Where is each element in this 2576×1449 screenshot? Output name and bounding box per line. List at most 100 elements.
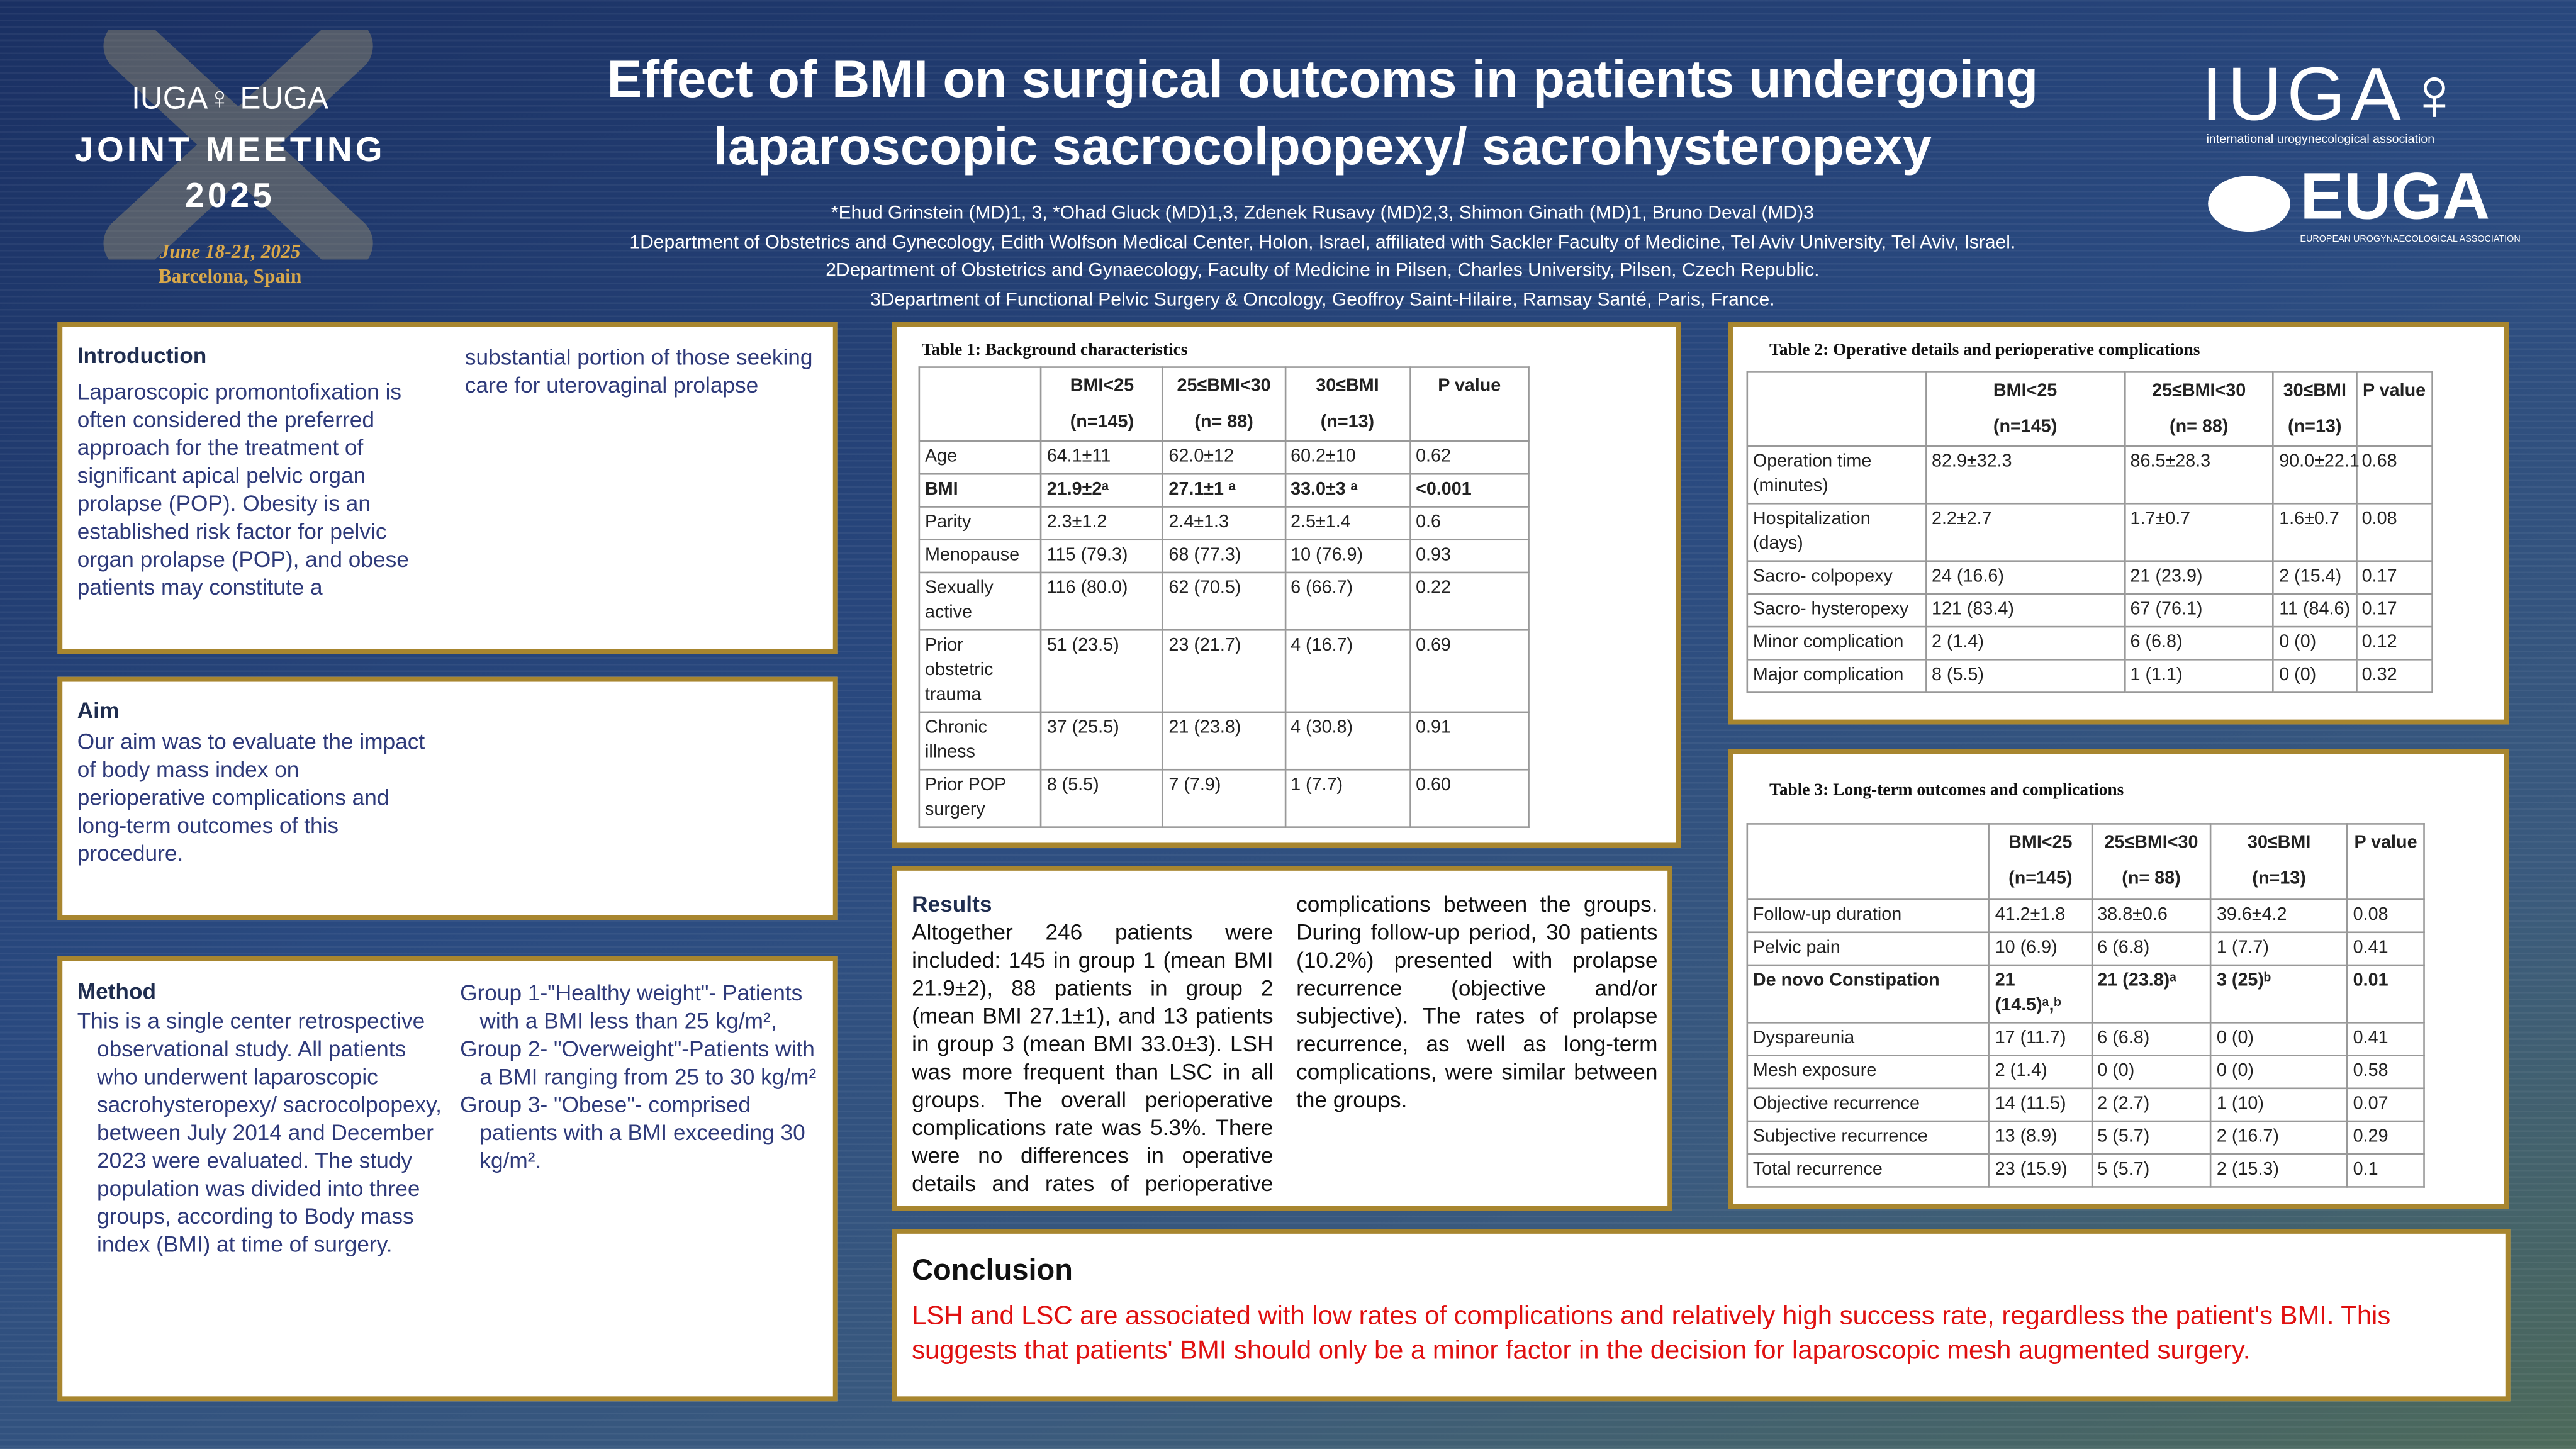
table-cell: 2 (16.7) [2210, 1120, 2348, 1155]
table-cell: 0.69 [1409, 629, 1530, 713]
table-row: Age 64.1±11 62.0±12 60.2±10 0.62 [918, 440, 1530, 475]
table-cell: 2.4±1.3 [1162, 506, 1286, 541]
table-box: Table 2: Operative details and periopera… [1728, 322, 2509, 725]
table-cell: 0.07 [2346, 1087, 2425, 1122]
table-row: Sacro- colpopexy 24 (16.6) 21 (23.9) 2 (15.… [1746, 560, 2433, 595]
intro-body: Laparoscopic promontofixation is often c… [77, 345, 813, 600]
column-header: 25≤BMI<30 (n= 88) [1162, 366, 1286, 442]
table-cell: 0.01 [2346, 964, 2425, 1024]
corner-cell [1746, 823, 1990, 900]
column-n: (n= 88) [1194, 412, 1253, 432]
method-groups: Group 1-"Healthy weight"- Patients with … [460, 979, 825, 1175]
aim-box: Aim Our aim was to evaluate the impact o… [57, 676, 838, 920]
row-label: De novo Constipation [1746, 964, 1990, 1024]
iuga-sub: international urogynecological associati… [2206, 131, 2435, 147]
table-row: Menopause 115 (79.3) 68 (77.3) 10 (76.9) 0.9… [918, 539, 1530, 574]
column-label: P value [2363, 381, 2426, 401]
table-cell: 5 (5.7) [2090, 1153, 2212, 1188]
table-cell: 6 (6.8) [2124, 625, 2275, 661]
table-cell: 41.2±1.8 [1988, 898, 2093, 934]
heading: Method [77, 979, 157, 1004]
row-label: Major complication [1746, 659, 1927, 693]
table-cell: 2 (15.4) [2272, 560, 2357, 595]
authors: *Ehud Grinstein (MD)1, 3, *Ohad Gluck (M… [831, 203, 1814, 224]
table-cell: 6 (6.8) [2090, 1022, 2212, 1056]
table-row: Objective recurrence 14 (11.5) 2 (2.7) 1 (1… [1746, 1087, 2425, 1122]
table-caption: Table 3: Long-term outcomes and complica… [1769, 781, 2124, 800]
column-header: BMI<25 (n=145) [1040, 366, 1164, 442]
row-label: BMI [918, 473, 1042, 508]
results-text: Results Altogether 246 patients were incl… [912, 890, 1657, 1211]
table-cell: 51 (23.5) [1040, 629, 1164, 713]
column-label: P value [2354, 832, 2417, 853]
table-cell: 38.8±0.6 [2090, 898, 2212, 934]
column-label: BMI<25 [1993, 381, 2058, 401]
table-cell: 8 (5.5) [1040, 768, 1164, 828]
column-label: BMI<25 [2008, 832, 2073, 853]
table-cell: 2 (1.4) [1925, 625, 2125, 661]
table-cell: 2.2±2.7 [1925, 502, 2125, 562]
aim-text: Our aim was to evaluate the impact of bo… [77, 729, 425, 866]
header-row: BMI<25 (n=145) 25≤BMI<30 (n= 88) 30≤BMI (n=13… [918, 366, 1530, 442]
logo-top: IUGA♀ EUGA [132, 82, 328, 117]
table-cell: 0.08 [2346, 898, 2425, 934]
table-cell: 13 (8.9) [1988, 1120, 2093, 1155]
column-header: P value [2346, 823, 2425, 900]
table-cell: 1 (10) [2210, 1087, 2348, 1122]
row-label: Pelvic pain [1746, 931, 1990, 966]
table-cell: 0 (0) [2272, 659, 2357, 693]
table-cell: 2 (2.7) [2090, 1087, 2212, 1122]
column-label: 30≤BMI [2283, 381, 2346, 401]
column-n: (n= 88) [2122, 869, 2181, 889]
table-cell: 10 (6.9) [1988, 931, 2093, 966]
table-cell: 60.2±10 [1284, 440, 1411, 475]
row-label: Hospitalization (days) [1746, 502, 1927, 562]
corner-cell [1746, 371, 1927, 447]
table-row: BMI 21.9±2ᵃ 27.1±1 ᵃ 33.0±3 ᵃ <0.001 [918, 473, 1530, 508]
heading: Aim [77, 698, 120, 723]
table-cell: 0.41 [2346, 1022, 2425, 1056]
table-cell: 67 (76.1) [2124, 593, 2275, 628]
group: Group 2- "Overweight"-Patients with a BM… [460, 1036, 817, 1090]
row-label: Minor complication [1746, 625, 1927, 661]
table-cell: 0.41 [2346, 931, 2425, 966]
header-row: BMI<25 (n=145) 25≤BMI<30 (n= 88) 30≤BMI (n=13… [1746, 371, 2433, 447]
table-cell: 2.3±1.2 [1040, 506, 1164, 541]
row-label: Subjective recurrence [1746, 1120, 1990, 1155]
table-row: Sacro- hysteropexy 121 (83.4) 67 (76.1) 11 … [1746, 593, 2433, 628]
column-n: (n=145) [2008, 869, 2073, 889]
table-cell: 0.32 [2355, 659, 2433, 693]
table-cell: 82.9±32.3 [1925, 445, 2125, 505]
table-cell: 33.0±3 ᵃ [1284, 473, 1411, 508]
euga-icon [2208, 176, 2290, 232]
column-label: 25≤BMI<30 [2104, 832, 2198, 853]
table-cell: 0.68 [2355, 445, 2433, 505]
table-cell: 0.91 [1409, 711, 1530, 771]
iuga-logo: IUGA♀ [2201, 50, 2468, 137]
table-row: Prior POP surgery 8 (5.5) 7 (7.9) 1 (7.7) 0.… [918, 768, 1530, 828]
table-cell: 14 (11.5) [1988, 1087, 2093, 1122]
table-cell: 0.29 [2346, 1120, 2425, 1155]
row-label: Chronic illness [918, 711, 1042, 771]
euga-sub: EUROPEAN UROGYNAECOLOGICAL ASSOCIATION [2300, 235, 2521, 245]
table-cell: 0.93 [1409, 539, 1530, 574]
affiliation: 2Department of Obstetrics and Gynaecolog… [826, 261, 1820, 281]
column-label: 30≤BMI [1316, 376, 1379, 396]
header-row: BMI<25 (n=145) 25≤BMI<30 (n= 88) 30≤BMI (n=13… [1746, 823, 2425, 900]
column-n: (n= 88) [2170, 417, 2229, 437]
results-box: Results Altogether 246 patients were incl… [892, 865, 1672, 1211]
table-cell: 21 (23.9) [2124, 560, 2275, 595]
affiliation: 3Department of Functional Pelvic Surgery… [870, 291, 1775, 311]
table-row: Major complication 8 (5.5) 1 (1.1) 0 (0) 0.3… [1746, 659, 2433, 693]
column-header: BMI<25 (n=145) [1925, 371, 2125, 447]
table-cell: 23 (21.7) [1162, 629, 1286, 713]
table-cell: 0.1 [2346, 1153, 2425, 1188]
table-cell: 27.1±1 ᵃ [1162, 473, 1286, 508]
table-cell: 2.5±1.4 [1284, 506, 1411, 541]
method-text: This is a single center retrospective ob… [77, 1009, 442, 1257]
column-label: 30≤BMI [2247, 832, 2311, 853]
column-label: 25≤BMI<30 [1177, 376, 1271, 396]
table-cell: 115 (79.3) [1040, 539, 1164, 574]
column-n: (n=13) [1320, 412, 1375, 432]
table-cell: 39.6±4.2 [2210, 898, 2348, 934]
